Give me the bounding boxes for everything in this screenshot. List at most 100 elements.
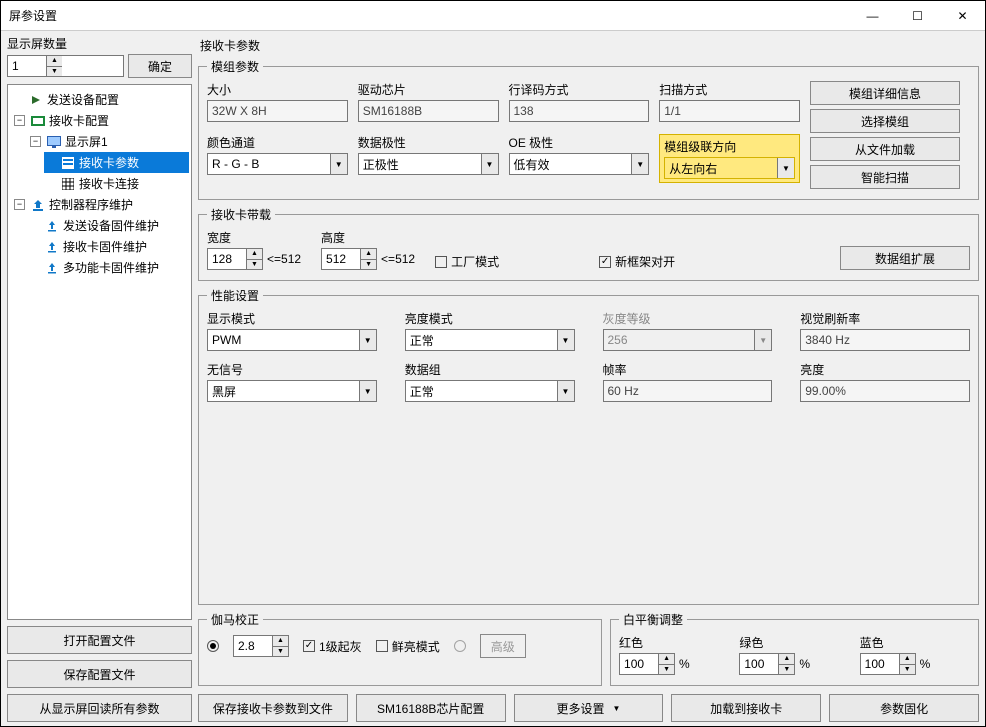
- tree-multi-fw[interactable]: 多功能卡固件维护: [28, 257, 189, 278]
- decode-label: 行译码方式: [509, 81, 650, 98]
- gray-select: 256▼: [603, 329, 773, 351]
- upload-icon: [31, 198, 45, 212]
- cascade-label: 模组级联方向: [664, 138, 795, 155]
- vivid-checkbox[interactable]: [376, 640, 388, 652]
- green-input[interactable]: [740, 654, 778, 674]
- module-detail-button[interactable]: 模组详细信息: [810, 81, 960, 105]
- red-spin[interactable]: ▲▼: [619, 653, 675, 675]
- oe-label: OE 极性: [509, 134, 650, 151]
- chevron-down-icon: ▼: [481, 154, 498, 174]
- color-select[interactable]: R - G - B▼: [207, 153, 348, 175]
- height-spin[interactable]: ▲▼: [321, 248, 377, 270]
- gamma-input[interactable]: [234, 636, 272, 656]
- newframe-checkbox[interactable]: [599, 256, 611, 268]
- smart-scan-button[interactable]: 智能扫描: [810, 165, 960, 189]
- bright-label: 亮度: [800, 361, 970, 378]
- spin-down-icon[interactable]: ▼: [247, 260, 262, 270]
- spin-up-icon[interactable]: ▲: [659, 654, 674, 665]
- chevron-down-icon: ▼: [330, 154, 347, 174]
- tree-recv-fw[interactable]: 接收卡固件维护: [28, 236, 189, 257]
- spin-up-icon[interactable]: ▲: [47, 56, 62, 67]
- spin-up-icon[interactable]: ▲: [273, 636, 288, 647]
- maximize-button[interactable]: ☐: [895, 1, 940, 31]
- driver-label: 驱动芯片: [358, 81, 499, 98]
- height-input[interactable]: [322, 249, 360, 269]
- wb-group: 白平衡调整 红色▲▼% 绿色▲▼% 蓝色▲▼%: [610, 611, 979, 686]
- chip-config-button[interactable]: SM16188B芯片配置: [356, 694, 506, 722]
- spin-down-icon[interactable]: ▼: [273, 647, 288, 657]
- minimize-button[interactable]: —: [850, 1, 895, 31]
- more-settings-button[interactable]: 更多设置▼: [514, 694, 664, 722]
- gamma-spin[interactable]: ▲▼: [233, 635, 289, 657]
- datapol-select[interactable]: 正极性▼: [358, 153, 499, 175]
- arrow-right-icon: [29, 93, 43, 107]
- dispmode-select[interactable]: PWM▼: [207, 329, 377, 351]
- spin-up-icon[interactable]: ▲: [361, 249, 376, 260]
- tree-recv-params[interactable]: 接收卡参数: [44, 152, 189, 173]
- tree-ctrl-maint[interactable]: − 控制器程序维护: [12, 194, 189, 215]
- datagrp-select[interactable]: 正常▼: [405, 380, 575, 402]
- adv-radio[interactable]: [454, 640, 466, 652]
- tree-send-config[interactable]: 发送设备配置: [12, 89, 189, 110]
- chevron-down-icon: ▼: [557, 381, 574, 401]
- tree-send-fw[interactable]: 发送设备固件维护: [28, 215, 189, 236]
- spin-up-icon[interactable]: ▲: [247, 249, 262, 260]
- spin-up-icon[interactable]: ▲: [779, 654, 794, 665]
- red-label: 红色: [619, 634, 729, 651]
- chevron-down-icon: ▼: [359, 381, 376, 401]
- collapse-icon[interactable]: −: [30, 136, 41, 147]
- width-spin[interactable]: ▲▼: [207, 248, 263, 270]
- confirm-button[interactable]: 确定: [128, 54, 192, 78]
- spin-down-icon[interactable]: ▼: [47, 67, 62, 77]
- tree-label: 接收卡配置: [49, 112, 109, 129]
- tree-label: 发送设备固件维护: [63, 217, 159, 234]
- nav-tree[interactable]: 发送设备配置 − 接收卡配置 −: [7, 84, 192, 620]
- tree-label: 接收卡参数: [79, 154, 139, 171]
- nosig-select[interactable]: 黑屏▼: [207, 380, 377, 402]
- save-config-button[interactable]: 保存配置文件: [7, 660, 192, 688]
- spin-down-icon[interactable]: ▼: [659, 665, 674, 675]
- solidify-button[interactable]: 参数固化: [829, 694, 979, 722]
- datagrp-label: 数据组: [405, 361, 575, 378]
- tree-recv-config[interactable]: − 接收卡配置: [12, 110, 189, 131]
- load-to-card-button[interactable]: 加载到接收卡: [671, 694, 821, 722]
- refresh-value: 3840 Hz: [800, 329, 970, 351]
- load-from-file-button[interactable]: 从文件加载: [810, 137, 960, 161]
- screen-count-input[interactable]: [8, 56, 46, 76]
- green-label: 绿色: [739, 634, 849, 651]
- screen-count-spin[interactable]: ▲▼: [7, 55, 124, 77]
- select-module-button[interactable]: 选择模组: [810, 109, 960, 133]
- collapse-icon[interactable]: −: [14, 199, 25, 210]
- save-params-to-file-button[interactable]: 保存接收卡参数到文件: [198, 694, 348, 722]
- datagroup-expand-button[interactable]: 数据组扩展: [840, 246, 970, 270]
- gamma-radio[interactable]: [207, 640, 219, 652]
- blue-spin[interactable]: ▲▼: [860, 653, 916, 675]
- factory-checkbox[interactable]: [435, 256, 447, 268]
- brightmode-select[interactable]: 正常▼: [405, 329, 575, 351]
- tree-screen1[interactable]: − 显示屏1: [28, 131, 189, 152]
- tree-recv-connect[interactable]: 接收卡连接: [44, 173, 189, 194]
- chevron-down-icon: ▼: [777, 158, 794, 178]
- spin-down-icon[interactable]: ▼: [900, 665, 915, 675]
- cascade-select[interactable]: 从左向右▼: [664, 157, 795, 179]
- read-all-button[interactable]: 从显示屏回读所有参数: [7, 694, 192, 722]
- spin-up-icon[interactable]: ▲: [900, 654, 915, 665]
- right-panel: 接收卡参数 模组参数 大小32W X 8H 驱动芯片SM16188B 行译码方式…: [196, 31, 985, 726]
- spin-down-icon[interactable]: ▼: [361, 260, 376, 270]
- tree-label: 接收卡连接: [79, 175, 139, 192]
- load-group: 接收卡带载 宽度 ▲▼ <=512 高度 ▲▼ <=512: [198, 206, 979, 281]
- close-button[interactable]: ✕: [940, 1, 985, 31]
- width-label: 宽度: [207, 229, 301, 246]
- startgray-checkbox[interactable]: [303, 640, 315, 652]
- blue-input[interactable]: [861, 654, 899, 674]
- oe-select[interactable]: 低有效▼: [509, 153, 650, 175]
- fps-label: 帧率: [603, 361, 773, 378]
- width-input[interactable]: [208, 249, 246, 269]
- collapse-icon[interactable]: −: [14, 115, 25, 126]
- open-config-button[interactable]: 打开配置文件: [7, 626, 192, 654]
- red-input[interactable]: [620, 654, 658, 674]
- nosig-label: 无信号: [207, 361, 377, 378]
- green-spin[interactable]: ▲▼: [739, 653, 795, 675]
- spin-down-icon[interactable]: ▼: [779, 665, 794, 675]
- tree-label: 发送设备配置: [47, 91, 119, 108]
